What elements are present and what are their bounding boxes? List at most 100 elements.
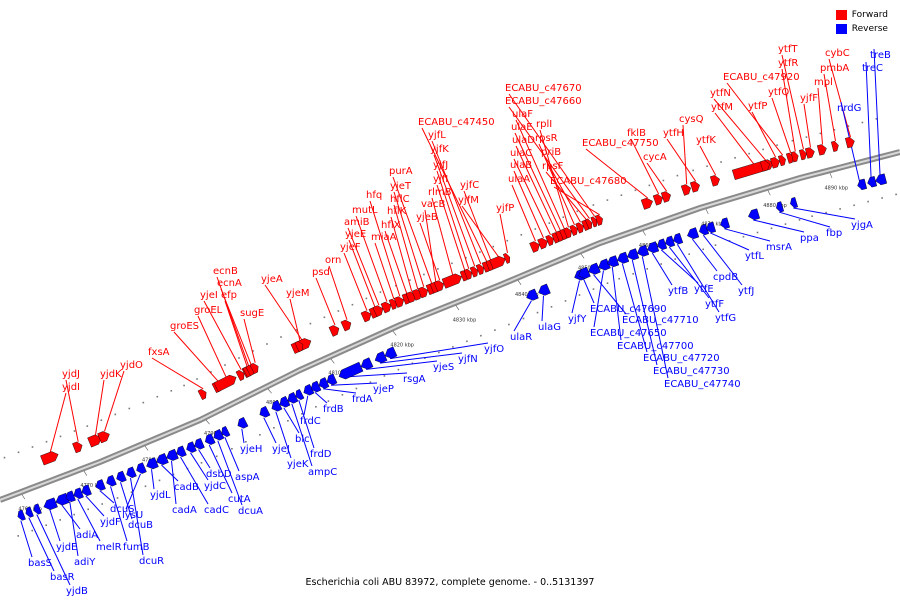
leader-yjdc: [190, 452, 209, 481]
guide-dot: [706, 165, 708, 167]
leader-yjee: [348, 239, 376, 308]
axis-tick-mark: [205, 419, 210, 425]
leader-ytfk: [699, 145, 717, 176]
gene-label-yjdo: yjdO: [120, 360, 143, 371]
gene-label-ular: ulaR: [510, 332, 532, 343]
gene-label-ecabu-c47730: ECABU_c47730: [653, 366, 730, 377]
legend: Forward Reverse: [835, 8, 888, 36]
leader-yjdk: [95, 379, 105, 436]
forward-gene-arrow: [97, 431, 110, 444]
guide-dot: [819, 132, 822, 135]
guide-dot: [59, 519, 61, 521]
gene-label-yjfj: yjfJ: [433, 160, 448, 171]
gene-label-ytfl: ytfL: [745, 251, 764, 262]
guide-dot: [742, 235, 745, 238]
gene-label-aspa: aspA: [235, 472, 260, 483]
guide-dot: [676, 174, 679, 177]
gene-label-rlmb: rlmB: [428, 187, 452, 198]
guide-dot: [861, 121, 864, 124]
legend-forward: Forward: [835, 8, 888, 22]
guide-dot: [606, 199, 609, 201]
gene-label-ulae: ulaE: [511, 122, 533, 133]
gene-label-yjeh: yjeH: [240, 444, 262, 455]
leader-ecabu-c47680: [553, 186, 600, 216]
leader-ecabu-c47740: [641, 256, 669, 379]
guide-dot: [130, 491, 133, 493]
gene-label-yjga: yjgA: [851, 220, 873, 231]
reverse-gene-arrow: [136, 462, 147, 474]
guide-dot: [847, 125, 850, 127]
forward-gene-arrow: [463, 268, 473, 280]
guide-dot: [252, 350, 254, 352]
gene-label-ytfh: ytfH: [663, 128, 684, 139]
reverse-gene-arrow: [374, 351, 388, 364]
gene-label-basr: basR: [50, 572, 75, 583]
leader-ampc: [291, 403, 313, 467]
guide-dot: [215, 455, 218, 458]
gene-label-yjef: yjeF: [340, 242, 361, 253]
reverse-gene-arrow: [81, 484, 92, 497]
guide-dot: [327, 400, 330, 402]
leader-ytff: [668, 246, 710, 299]
forward-gene-arrow: [709, 175, 720, 187]
guide-dot: [45, 440, 48, 443]
guide-dot: [562, 216, 565, 218]
leader-ecabu-c47920: [726, 82, 784, 156]
reverse-gene-arrow: [279, 395, 291, 408]
guide-dot: [411, 362, 414, 365]
guide-dot: [114, 413, 117, 416]
forward-gene-arrow: [433, 280, 445, 292]
gene-label-bass: basS: [28, 558, 52, 569]
leader-hflc: [393, 204, 419, 290]
gene-label-ytfn: ytfN: [710, 88, 731, 99]
axis-tick-label: 4830 kbp: [453, 317, 477, 323]
reverse-gene-arrow: [213, 428, 225, 441]
leader-yjea: [264, 284, 303, 341]
leader-yjdf: [85, 495, 105, 517]
guide-dot: [156, 395, 159, 398]
leader-ytft: [781, 54, 804, 150]
backbone-highlight: [0, 151, 900, 501]
axis-tick-label: 4770 kbp: [80, 483, 104, 489]
forward-gene-arrow: [328, 325, 340, 337]
forward-gene-arrow: [569, 224, 578, 236]
gene-label-frdd: frdD: [310, 449, 332, 460]
reverse-gene-arrow: [598, 258, 611, 271]
leader-yjet: [393, 191, 425, 287]
reverse-gene-arrow: [699, 223, 710, 236]
gene-label-yjfo: yjfO: [484, 344, 504, 355]
leader-pmba: [823, 73, 836, 142]
reverse-gene-arrow: [720, 217, 731, 229]
gene-label-fklb: fklB: [627, 128, 646, 139]
gene-label-ecabu-c47670: ECABU_c47670: [505, 83, 582, 94]
leader-yjfm: [461, 205, 499, 258]
reverse-gene-arrow: [617, 251, 630, 264]
reverse-gene-arrow: [318, 377, 330, 389]
guide-dot: [231, 448, 233, 450]
guide-dot: [833, 129, 836, 131]
forward-gene-arrow: [816, 144, 827, 156]
leader-yjga: [793, 207, 856, 220]
forward-gene-arrow: [235, 369, 245, 382]
guide-dot: [379, 291, 382, 293]
guide-dot: [756, 231, 759, 234]
forward-gene-arrow: [360, 310, 372, 323]
axis-tick-label: 4890 kbp: [825, 186, 849, 192]
leader-yjfi: [436, 184, 466, 271]
gene-label-ulaf: ulaF: [512, 109, 533, 120]
reverse-gene-arrow: [748, 208, 761, 221]
leader-amib: [347, 227, 380, 306]
gene-label-yjfl: yjfL: [428, 130, 446, 141]
leader-efp: [224, 300, 248, 367]
reverse-gene-arrow: [55, 492, 70, 506]
leader-mutl: [355, 215, 388, 302]
guide-dot: [875, 118, 878, 120]
forward-gene-arrow: [660, 191, 671, 203]
axis-tick-mark: [330, 358, 335, 364]
gene-label-yjej: yjeJ: [272, 444, 290, 455]
legend-reverse-swatch: [835, 24, 847, 34]
label-leader-lines: [20, 48, 881, 586]
gene-label-yjfc: yjfC: [460, 180, 479, 191]
leader-yjfn: [379, 352, 463, 364]
reverse-gene-arrow: [607, 255, 620, 268]
